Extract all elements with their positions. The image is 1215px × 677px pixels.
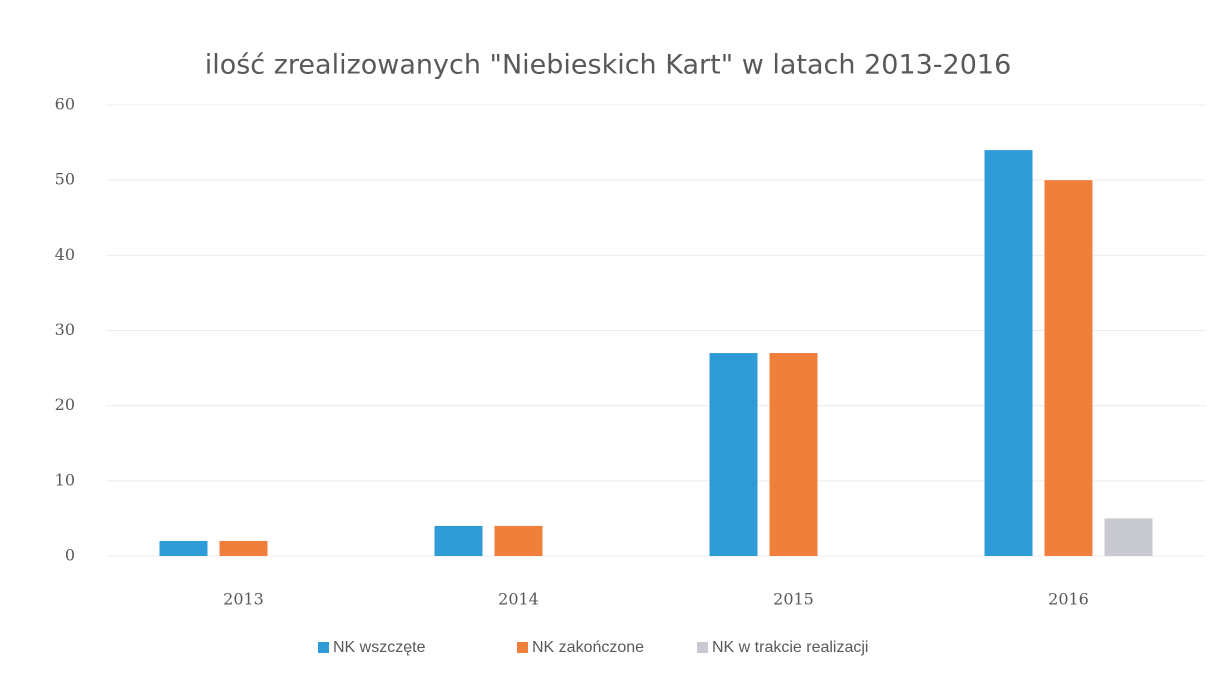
- bar: [159, 540, 208, 556]
- chart-title: ilość zrealizowanych "Niebieskich Kart" …: [205, 50, 1012, 81]
- bar: [1104, 518, 1153, 556]
- legend-label: NK zakończone: [532, 639, 644, 656]
- y-tick-label: 0: [65, 546, 75, 565]
- bar: [769, 353, 818, 556]
- legend-label: NK w trakcie realizacji: [712, 639, 868, 656]
- legend-swatch: [318, 642, 329, 653]
- legend-label: NK wszczęte: [333, 639, 426, 656]
- bar: [1044, 180, 1093, 556]
- y-tick-label: 10: [55, 470, 75, 489]
- x-tick-label: 2014: [498, 590, 539, 609]
- x-tick-label: 2015: [773, 590, 814, 609]
- y-tick-label: 40: [55, 245, 75, 264]
- x-tick-label: 2013: [223, 590, 264, 609]
- y-tick-label: 50: [55, 170, 75, 189]
- y-tick-label: 20: [55, 395, 75, 414]
- bar: [219, 540, 268, 556]
- bar: [434, 525, 483, 556]
- bar: [709, 353, 758, 556]
- bar: [494, 525, 543, 556]
- x-tick-label: 2016: [1048, 590, 1089, 609]
- y-tick-label: 30: [55, 320, 75, 339]
- y-tick-label: 60: [55, 95, 75, 114]
- legend-swatch: [517, 642, 528, 653]
- bar: [984, 150, 1033, 556]
- legend-swatch: [697, 642, 708, 653]
